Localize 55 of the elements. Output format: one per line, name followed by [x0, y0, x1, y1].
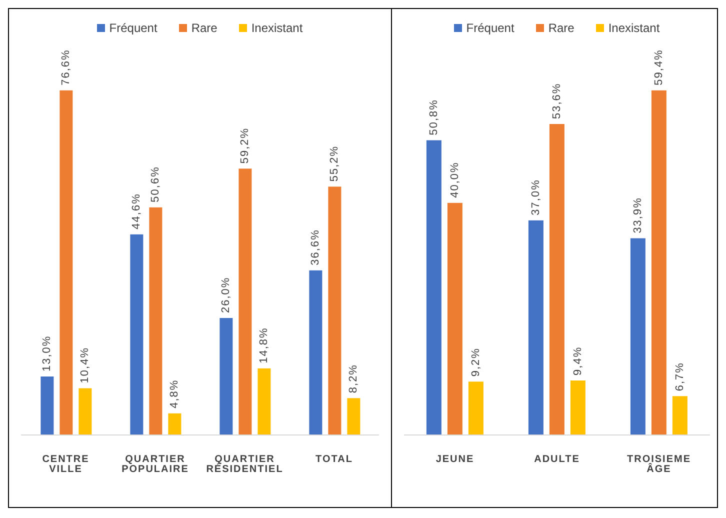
data-label: 13,0% — [41, 335, 54, 372]
bar — [651, 90, 666, 435]
legend-label: Inexistant — [608, 21, 660, 35]
bar — [220, 318, 233, 435]
bar — [309, 270, 322, 435]
legend-label: Rare — [191, 21, 218, 35]
data-label: 10,4% — [79, 347, 92, 384]
bar — [672, 396, 688, 435]
data-label: 53,6% — [550, 82, 563, 120]
bar — [258, 368, 271, 435]
legend-label: Fréquent — [109, 21, 158, 35]
x-tick-label: JEUNE — [436, 454, 474, 466]
bar — [549, 124, 564, 435]
x-tick-label: ADULTE — [534, 454, 580, 466]
x-tick-label: QUARTIER RÉSIDENTIEL — [206, 454, 284, 476]
bar — [426, 140, 442, 435]
data-label: 9,2% — [470, 348, 482, 377]
data-label: 26,0% — [220, 276, 232, 314]
legend-label: Inexistant — [251, 21, 303, 35]
bar — [78, 388, 92, 435]
bar — [328, 186, 342, 435]
data-label: 14,8% — [258, 327, 270, 364]
bar — [168, 413, 182, 435]
x-tick-label: CENTRE VILLE — [42, 454, 90, 476]
data-label: 50,6% — [150, 166, 162, 202]
data-label: 36,6% — [310, 229, 322, 266]
bar — [447, 202, 462, 435]
bar — [468, 382, 484, 435]
data-label: 76,6% — [60, 49, 72, 86]
bar — [130, 234, 144, 435]
data-label: 50,8% — [428, 99, 440, 136]
bar — [60, 90, 73, 435]
data-label: 59,4% — [652, 49, 665, 86]
bar — [149, 207, 162, 435]
data-label: 9,4% — [572, 346, 584, 376]
data-label: 8,2% — [348, 364, 360, 394]
bar — [528, 220, 544, 435]
data-label: 59,2% — [239, 127, 252, 164]
data-label: 37,0% — [530, 179, 542, 216]
legend-label: Rare — [548, 21, 574, 35]
data-label: 6,7% — [674, 362, 686, 392]
x-tick-label: TROISIEME ÂGE — [626, 454, 692, 476]
bar — [238, 168, 252, 435]
data-label: 44,6% — [130, 193, 143, 230]
legend-label: Fréquent — [466, 21, 514, 35]
bar — [630, 238, 646, 435]
bar — [570, 380, 586, 435]
bar — [347, 398, 360, 435]
data-label: 55,2% — [328, 145, 341, 182]
data-label: 40,0% — [448, 162, 461, 198]
data-label: 33,9% — [632, 197, 644, 234]
data-label: 4,8% — [168, 379, 181, 408]
x-tick-label: QUARTIER POPULAIRE — [122, 454, 189, 476]
bar — [40, 376, 54, 435]
x-tick-label: TOTAL — [316, 454, 353, 466]
